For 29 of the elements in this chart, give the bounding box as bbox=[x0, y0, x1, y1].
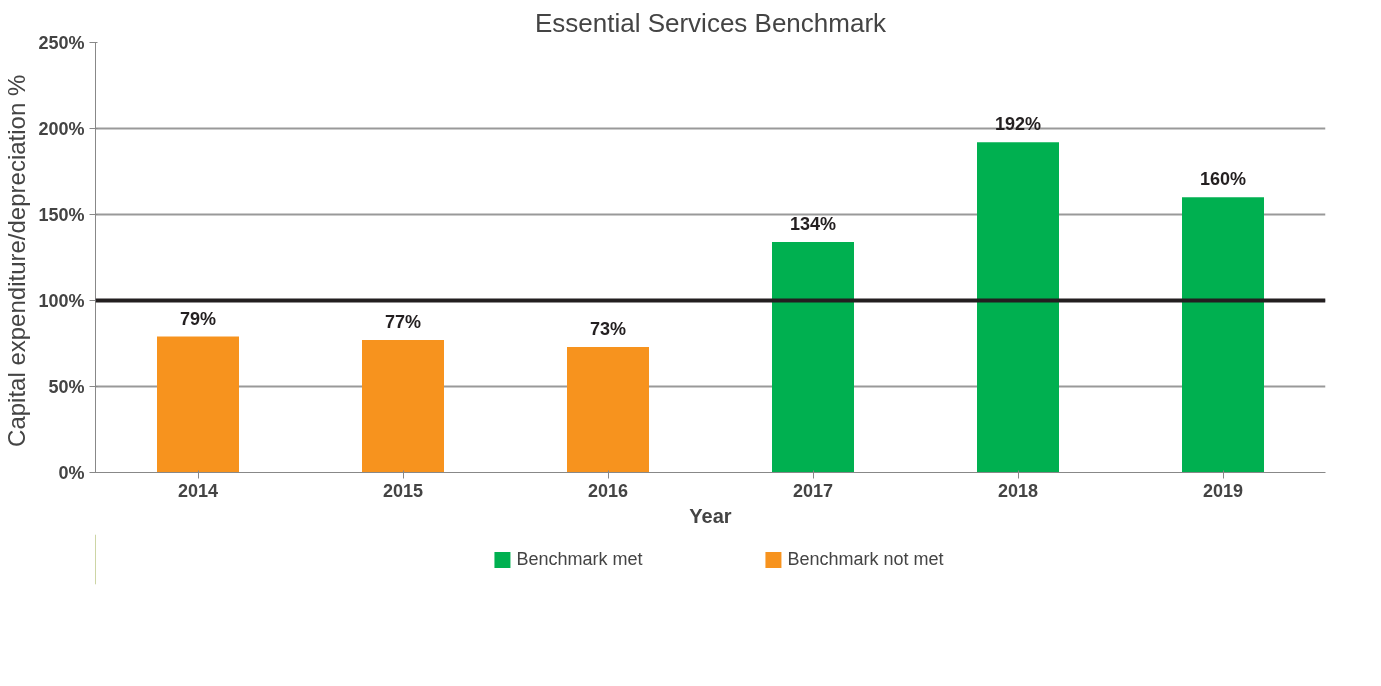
y-tick-label: 250% bbox=[38, 32, 85, 53]
y-tick-label: 0% bbox=[58, 462, 85, 483]
data-label: 192% bbox=[994, 114, 1042, 135]
x-axis-title: Year bbox=[689, 504, 732, 527]
data-label: 73% bbox=[589, 318, 627, 339]
bar bbox=[977, 142, 1059, 473]
bar bbox=[362, 340, 444, 473]
y-tick-label: 150% bbox=[38, 204, 85, 225]
chart-title: Essential Services Benchmark bbox=[534, 7, 888, 38]
x-tick-label: 2015 bbox=[382, 480, 424, 501]
y-tick-label: 100% bbox=[38, 290, 85, 311]
legend-label: Benchmark met bbox=[516, 548, 643, 570]
bar bbox=[567, 346, 649, 473]
x-tick-label: 2019 bbox=[1202, 480, 1244, 501]
bar bbox=[157, 336, 239, 473]
data-label: 77% bbox=[384, 312, 422, 333]
data-label: 160% bbox=[1199, 169, 1247, 190]
x-tick-label: 2014 bbox=[177, 480, 219, 501]
bar bbox=[1182, 197, 1264, 473]
data-label: 79% bbox=[179, 308, 217, 329]
y-axis-title: Capital expenditure/depreciation % bbox=[3, 74, 31, 447]
data-label: 134% bbox=[789, 214, 837, 235]
x-tick-label: 2018 bbox=[997, 480, 1039, 501]
y-tick-label: 50% bbox=[48, 376, 85, 397]
legend-label: Benchmark not met bbox=[787, 548, 944, 570]
y-tick-label: 200% bbox=[38, 118, 85, 139]
bar bbox=[772, 242, 854, 473]
x-tick-label: 2016 bbox=[587, 480, 629, 501]
x-tick-label: 2017 bbox=[792, 480, 834, 501]
